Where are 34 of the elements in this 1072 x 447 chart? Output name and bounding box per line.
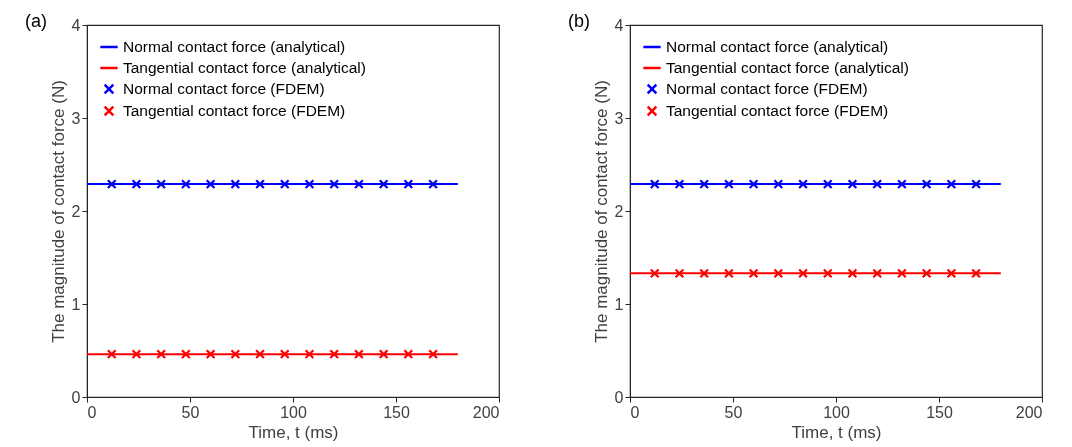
y-tick-label: 1: [71, 295, 81, 313]
chart-title: (a): [25, 11, 48, 31]
legend-label: Tangential contact force (FDEM): [666, 102, 889, 119]
legend-label: Tangential contact force (analytical): [123, 59, 366, 76]
x-tick-label: 0: [87, 403, 97, 421]
y-tick-label: 0: [71, 388, 81, 406]
legend-label: Tangential contact force (analytical): [666, 59, 909, 76]
y-tick-label: 4: [71, 16, 81, 34]
legend-label: Normal contact force (FDEM): [123, 80, 325, 97]
y-tick-label: 2: [71, 202, 81, 220]
x-tick-label: 150: [383, 403, 410, 421]
y-tick-label: 0: [614, 388, 624, 406]
y-tick-label: 3: [71, 109, 81, 127]
chart-title: (b): [568, 11, 591, 31]
y-tick-label: 1: [614, 295, 624, 313]
x-tick-label: 50: [724, 403, 743, 421]
y-tick-label: 3: [614, 109, 624, 127]
y-axis-title: The magnitude of contact force (N): [48, 80, 68, 343]
y-tick-label: 2: [614, 202, 624, 220]
y-tick-label: 4: [614, 16, 624, 34]
x-tick-label: 200: [472, 403, 500, 421]
x-axis-title: Time, t (ms): [791, 422, 882, 442]
legend-label: Normal contact force (FDEM): [666, 80, 868, 97]
legend-label: Normal contact force (analytical): [666, 38, 889, 55]
y-axis-title: The magnitude of contact force (N): [591, 80, 611, 343]
x-axis-title: Time, t (ms): [248, 422, 339, 442]
legend-label: Tangential contact force (FDEM): [123, 102, 346, 119]
legend-label: Normal contact force (analytical): [123, 38, 346, 55]
x-tick-label: 0: [630, 403, 640, 421]
x-tick-label: 200: [1015, 403, 1043, 421]
x-tick-label: 100: [823, 403, 850, 421]
x-tick-label: 100: [280, 403, 307, 421]
x-tick-label: 150: [926, 403, 953, 421]
x-tick-label: 50: [181, 403, 200, 421]
